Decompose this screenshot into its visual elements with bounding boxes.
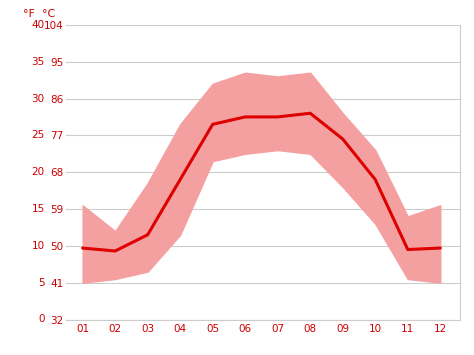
- Text: 10: 10: [32, 241, 45, 251]
- Text: °C: °C: [42, 9, 55, 19]
- Text: 40: 40: [32, 20, 45, 30]
- Text: 5: 5: [38, 278, 45, 288]
- Text: °F: °F: [23, 9, 35, 19]
- Text: 30: 30: [32, 93, 45, 104]
- Text: 0: 0: [38, 315, 45, 324]
- Text: 35: 35: [31, 57, 45, 67]
- Text: 15: 15: [31, 204, 45, 214]
- Text: 20: 20: [32, 167, 45, 177]
- Text: 25: 25: [31, 130, 45, 140]
